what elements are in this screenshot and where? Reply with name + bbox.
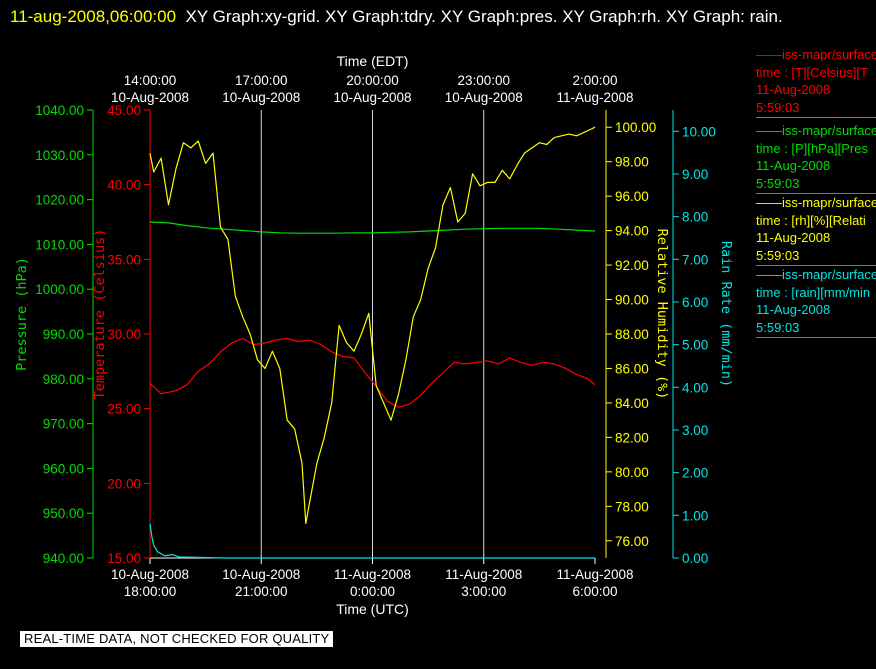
- x-top-tick-date-2: 10-Aug-2008: [333, 90, 411, 105]
- x-top-tick-date-3: 10-Aug-2008: [445, 90, 523, 105]
- pressure-tick-label-7: 1010.00: [35, 237, 84, 252]
- header-graph-list: XY Graph:xy-grid. XY Graph:tdry. XY Grap…: [185, 7, 783, 26]
- humidity-tick-label-0: 76.00: [615, 534, 649, 549]
- rain-tick-label-8: 8.00: [682, 210, 708, 225]
- humidity-tick-label-12: 100.00: [615, 120, 656, 135]
- pressure-tick-label-4: 980.00: [43, 372, 84, 387]
- pressure-tick-label-6: 1000.00: [35, 282, 84, 297]
- x-bottom-tick-time-0: 18:00:00: [124, 584, 177, 599]
- humidity-tick-label-6: 88.00: [615, 327, 649, 342]
- temperature-tick-label-0: 15.00: [107, 551, 141, 566]
- pressure-tick-label-2: 960.00: [43, 461, 84, 476]
- temperature-tick-label-1: 20.00: [107, 476, 141, 491]
- x-bottom-tick-time-2: 0:00:00: [350, 584, 395, 599]
- x-top-tick-time-2: 20:00:00: [346, 73, 399, 88]
- temperature-tick-label-2: 25.00: [107, 402, 141, 417]
- x-bottom-tick-time-4: 6:00:00: [572, 584, 617, 599]
- temperature-tick-label-5: 40.00: [107, 178, 141, 193]
- humidity-tick-label-4: 84.00: [615, 396, 649, 411]
- x-top-tick-time-3: 23:00:00: [457, 73, 510, 88]
- humidity-tick-label-10: 96.00: [615, 189, 649, 204]
- temperature-tick-label-4: 35.00: [107, 252, 141, 267]
- legend-rain-source: ——iss-mapr/surface: [756, 267, 876, 282]
- legend-pressure-source: ——iss-mapr/surface: [756, 123, 876, 138]
- legend-rain-var: time : [rain][mm/min: [756, 284, 871, 300]
- pressure-tick-label-0: 940.00: [43, 551, 84, 566]
- pressure-tick-label-9: 1030.00: [35, 148, 84, 163]
- humidity-tick-label-8: 92.00: [615, 258, 649, 273]
- humidity-axis-label: Relative Humidity (%): [654, 229, 670, 400]
- quality-notice: REAL-TIME DATA, NOT CHECKED FOR QUALITY: [20, 631, 334, 647]
- legend-humidity: ——iss-mapr/surface time : [rh][%][Relati…: [756, 194, 876, 266]
- legend-humidity-time: 5:59:03: [756, 247, 800, 263]
- legend-rain: ——iss-mapr/surface time : [rain][mm/min …: [756, 266, 876, 338]
- x-bottom-tick-date-3: 11-Aug-2008: [445, 567, 522, 582]
- humidity-tick-label-3: 82.00: [615, 430, 649, 445]
- legend-temperature-date: 11-Aug-2008: [756, 82, 831, 97]
- temperature-tick-label-3: 30.00: [107, 327, 141, 342]
- legend-rain-time: 5:59:03: [756, 319, 800, 335]
- humidity-tick-label-7: 90.00: [615, 293, 649, 308]
- x-top-tick-date-1: 10-Aug-2008: [222, 90, 300, 105]
- pressure-axis-label: Pressure (hPa): [14, 257, 30, 371]
- legend-pressure: ——iss-mapr/surface time : [P][hPa][Pres …: [756, 122, 876, 194]
- pressure-tick-label-3: 970.00: [43, 417, 84, 432]
- legend-temperature-source: ——iss-mapr/surface: [756, 47, 876, 62]
- humidity-tick-label-2: 80.00: [615, 465, 649, 480]
- rain-tick-label-7: 7.00: [682, 252, 708, 267]
- rain-tick-label-2: 2.00: [682, 466, 708, 481]
- graph-header: 11-aug-2008,06:00:00 XY Graph:xy-grid. X…: [10, 2, 870, 31]
- x-top-axis-label: Time (EDT): [337, 53, 409, 69]
- humidity-tick-label-9: 94.00: [615, 224, 649, 239]
- legend-temperature-time: 5:59:03: [756, 99, 800, 115]
- rain-tick-label-6: 6.00: [682, 295, 708, 310]
- x-top-tick-date-0: 10-Aug-2008: [111, 90, 189, 105]
- rain-tick-label-9: 9.00: [682, 167, 708, 182]
- legend-temperature-var: time : [T][Celsius][T: [756, 64, 868, 80]
- x-bottom-tick-time-1: 21:00:00: [235, 584, 288, 599]
- legend-pressure-date: 11-Aug-2008: [756, 158, 831, 173]
- x-bottom-tick-time-3: 3:00:00: [461, 584, 506, 599]
- pressure-tick-label-5: 990.00: [43, 327, 84, 342]
- rain-series-line: [149, 523, 595, 559]
- pressure-tick-label-8: 1020.00: [35, 193, 84, 208]
- x-top-tick-time-1: 17:00:00: [235, 73, 288, 88]
- legend-humidity-var: time : [rh][%][Relati: [756, 212, 866, 228]
- x-bottom-tick-date-2: 11-Aug-2008: [334, 567, 411, 582]
- rain-tick-label-4: 4.00: [682, 380, 708, 395]
- legend-humidity-source: ——iss-mapr/surface: [756, 195, 876, 210]
- legend-humidity-date: 11-Aug-2008: [756, 230, 831, 245]
- rain-tick-label-1: 1.00: [682, 508, 708, 523]
- rain-tick-label-3: 3.00: [682, 423, 708, 438]
- x-top-tick-time-4: 2:00:00: [572, 73, 617, 88]
- pressure-tick-label-10: 1040.00: [35, 103, 84, 118]
- legend-rain-date: 11-Aug-2008: [756, 302, 831, 317]
- x-bottom-tick-date-1: 10-Aug-2008: [222, 567, 300, 582]
- rain-axis-label: Rain Rate (mm/min): [718, 241, 734, 387]
- rain-tick-label-5: 5.00: [682, 338, 708, 353]
- temperature-tick-label-6: 45.00: [107, 103, 141, 118]
- humidity-tick-label-11: 98.00: [615, 155, 649, 170]
- x-bottom-tick-date-4: 11-Aug-2008: [556, 567, 633, 582]
- x-bottom-axis-label: Time (UTC): [336, 601, 409, 617]
- humidity-tick-label-1: 78.00: [615, 499, 649, 514]
- rain-tick-label-10: 10.00: [682, 124, 716, 139]
- x-top-tick-date-4: 11-Aug-2008: [556, 90, 633, 105]
- x-top-tick-time-0: 14:00:00: [124, 73, 177, 88]
- temperature-axis-label: Temperature (Celsius): [92, 229, 108, 400]
- legend-temperature: ——iss-mapr/surface time : [T][Celsius][T…: [756, 46, 876, 118]
- pressure-tick-label-1: 950.00: [43, 506, 84, 521]
- humidity-tick-label-5: 86.00: [615, 361, 649, 376]
- humidity-series-line: [149, 126, 596, 525]
- rain-tick-label-0: 0.00: [682, 551, 708, 566]
- x-bottom-tick-date-0: 10-Aug-2008: [111, 567, 189, 582]
- pressure-series-line: [149, 221, 596, 234]
- legend-pressure-var: time : [P][hPa][Pres: [756, 140, 868, 156]
- header-timestamp: 11-aug-2008,06:00:00: [10, 7, 177, 26]
- legend-pressure-time: 5:59:03: [756, 175, 800, 191]
